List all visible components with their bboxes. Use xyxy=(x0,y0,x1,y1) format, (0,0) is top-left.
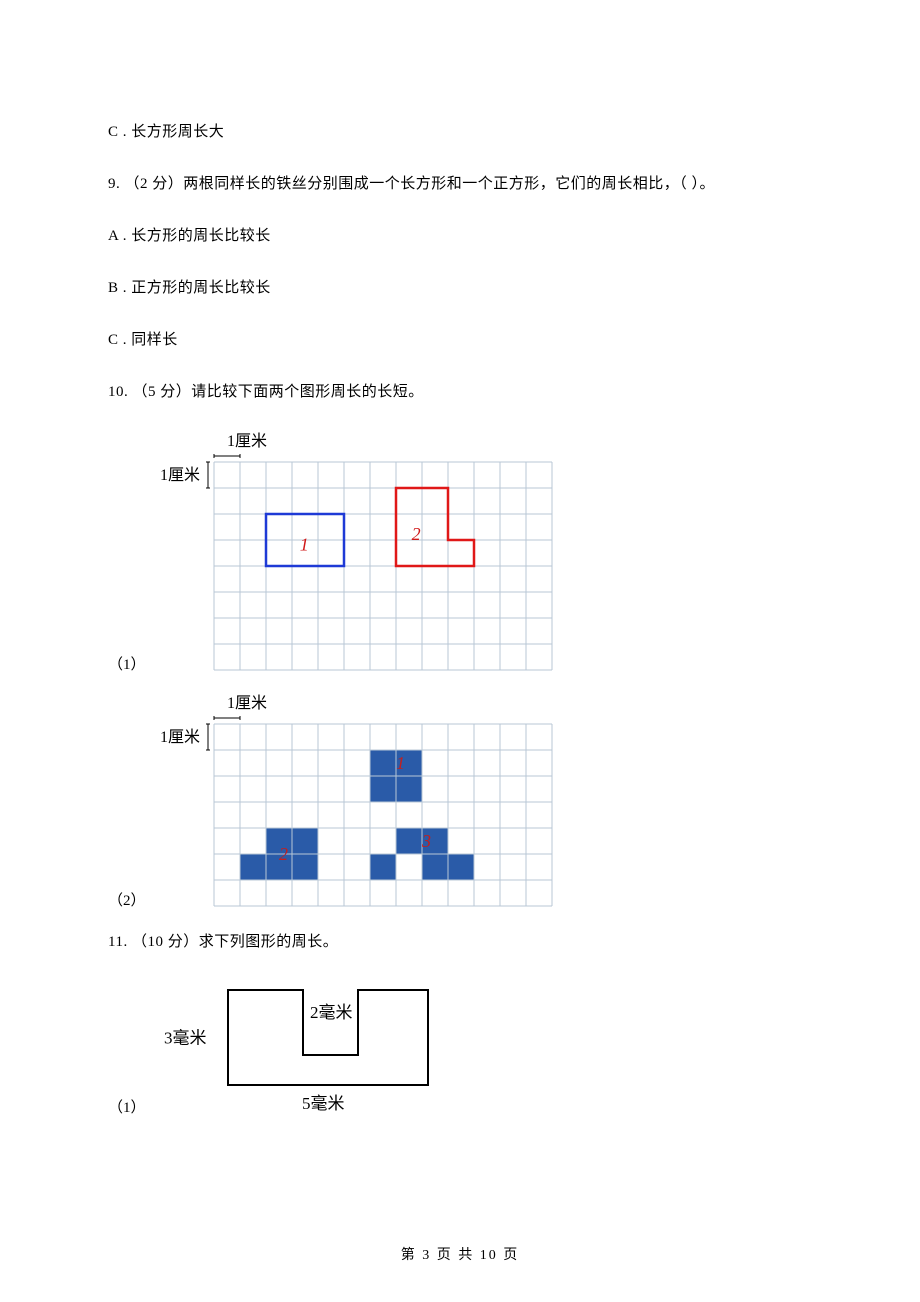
q11-fig-row: （1） 3毫米 2毫米 5毫米 xyxy=(108,982,812,1117)
svg-text:1: 1 xyxy=(396,753,405,773)
svg-text:2毫米: 2毫米 xyxy=(310,1003,353,1022)
svg-text:3: 3 xyxy=(421,831,431,851)
q10-sub1-label: （1） xyxy=(108,653,146,674)
q10-fig2-svg: 1厘米 1厘米 1 2 3 xyxy=(158,694,556,910)
q10-fig1-row: （1） 1厘米 1厘米 1 2 xyxy=(108,432,812,674)
q11-stem: 11. （10 分）求下列图形的周长。 xyxy=(108,930,812,954)
q10-fig2-wrap: 1厘米 1厘米 1 2 3 xyxy=(158,694,556,910)
q9-option-b: B . 正方形的周长比较长 xyxy=(108,276,812,300)
q10-fig1-svg: 1厘米 1厘米 1 2 xyxy=(158,432,556,674)
svg-text:1厘米: 1厘米 xyxy=(227,432,267,450)
svg-text:1厘米: 1厘米 xyxy=(227,694,267,712)
svg-text:5毫米: 5毫米 xyxy=(302,1094,345,1113)
q9-option-a: A . 长方形的周长比较长 xyxy=(108,224,812,248)
svg-text:1厘米: 1厘米 xyxy=(160,728,200,746)
page-footer: 第 3 页 共 10 页 xyxy=(0,1244,920,1264)
q11-sub1-label: （1） xyxy=(108,1096,146,1117)
q10-sub2-label: （2） xyxy=(108,889,146,910)
q9-option-c: C . 同样长 xyxy=(108,328,812,352)
q9-stem: 9. （2 分）两根同样长的铁丝分别围成一个长方形和一个正方形，它们的周长相比，… xyxy=(108,172,812,196)
q8-option-c: C . 长方形周长大 xyxy=(108,120,812,144)
svg-text:1厘米: 1厘米 xyxy=(160,466,200,484)
q11-fig-svg: 3毫米 2毫米 5毫米 xyxy=(158,982,438,1117)
q11-fig-wrap: 3毫米 2毫米 5毫米 xyxy=(158,982,438,1117)
q10-stem: 10. （5 分）请比较下面两个图形周长的长短。 xyxy=(108,380,812,404)
q10-fig2-row: （2） 1厘米 1厘米 1 2 3 xyxy=(108,694,812,910)
svg-text:2: 2 xyxy=(279,844,288,864)
svg-text:1: 1 xyxy=(299,534,308,554)
svg-text:3毫米: 3毫米 xyxy=(164,1029,207,1048)
page-container: C . 长方形周长大 9. （2 分）两根同样长的铁丝分别围成一个长方形和一个正… xyxy=(0,0,920,1302)
svg-text:2: 2 xyxy=(411,524,420,544)
q9-stem-text: 9. （2 分）两根同样长的铁丝分别围成一个长方形和一个正方形，它们的周长相比，… xyxy=(108,176,715,192)
q10-fig1-wrap: 1厘米 1厘米 1 2 xyxy=(158,432,556,674)
